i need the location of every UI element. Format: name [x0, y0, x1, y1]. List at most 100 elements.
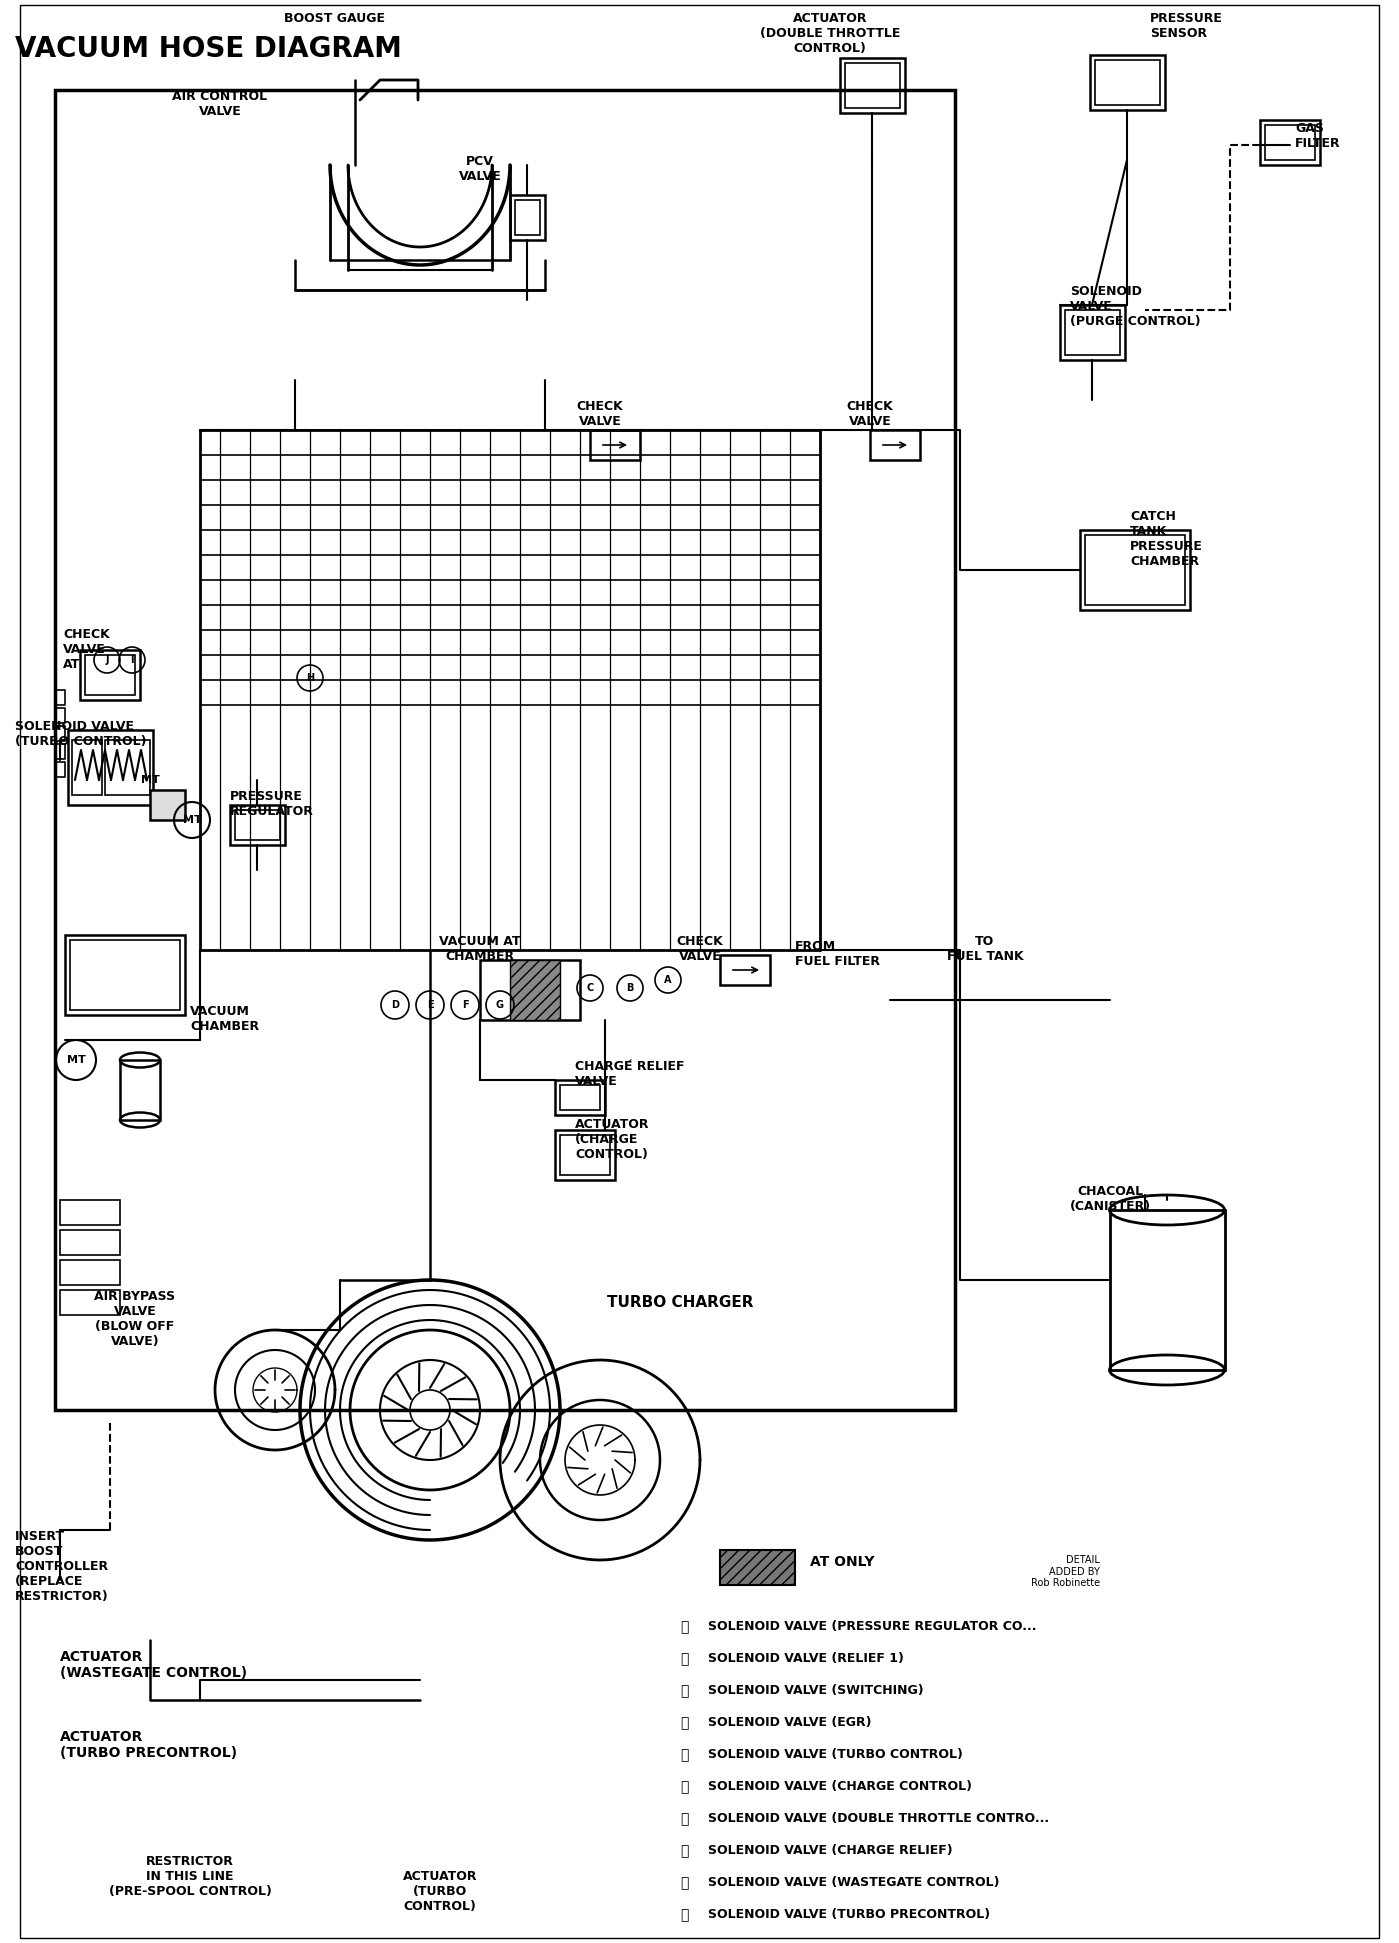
Text: MT: MT — [183, 814, 201, 826]
Bar — [60, 1259, 120, 1284]
Bar — [80, 651, 140, 699]
Text: CHECK
VALVE
AT: CHECK VALVE AT — [63, 628, 109, 670]
Text: CATCH
TANK
PRESSURE
CHAMBER: CATCH TANK PRESSURE CHAMBER — [1130, 509, 1203, 567]
Bar — [69, 731, 152, 804]
Bar — [720, 1551, 795, 1585]
Text: AIR BYPASS
VALVE
(BLOW OFF
VALVE): AIR BYPASS VALVE (BLOW OFF VALVE) — [95, 1290, 175, 1348]
Text: PRESSURE
REGULATOR: PRESSURE REGULATOR — [229, 791, 313, 818]
Text: CHARGÉ RELIEF
VALVE: CHARGÉ RELIEF VALVE — [575, 1061, 684, 1088]
Text: F: F — [462, 1001, 469, 1010]
Bar — [60, 1230, 120, 1255]
Bar — [555, 1131, 616, 1179]
Text: TO
FUEL TANK: TO FUEL TANK — [947, 935, 1023, 964]
Bar — [845, 62, 900, 109]
Text: ACTUATOR
(CHARGE
CONTROL): ACTUATOR (CHARGE CONTROL) — [575, 1117, 649, 1162]
Text: Ⓕ: Ⓕ — [680, 1780, 688, 1793]
Text: SOLENOID VALVE (TURBO CONTROL): SOLENOID VALVE (TURBO CONTROL) — [708, 1749, 963, 1760]
Text: ACTUATOR
(TURBO
CONTROL): ACTUATOR (TURBO CONTROL) — [403, 1869, 477, 1914]
Bar — [1090, 54, 1165, 111]
Text: MT: MT — [67, 1055, 85, 1065]
Text: VACUUM
CHAMBER: VACUUM CHAMBER — [190, 1005, 259, 1034]
Text: D: D — [390, 1001, 399, 1010]
Text: CHECK
VALVE: CHECK VALVE — [677, 935, 723, 964]
Text: Ⓒ: Ⓒ — [680, 1685, 688, 1698]
Bar — [511, 194, 546, 241]
Bar — [105, 740, 150, 795]
Text: SOLENOID VALVE (CHARGE CONTROL): SOLENOID VALVE (CHARGE CONTROL) — [708, 1780, 972, 1793]
Bar — [1265, 124, 1315, 159]
Bar — [515, 200, 540, 235]
Text: SOLENOID VALVE (SWITCHING): SOLENOID VALVE (SWITCHING) — [708, 1685, 923, 1696]
Text: SOLENOID VALVE (DOUBLE THROTTLE CONTRO...: SOLENOID VALVE (DOUBLE THROTTLE CONTRO..… — [708, 1813, 1049, 1824]
Text: H: H — [306, 672, 313, 684]
Text: SOLENOID VALVE (CHARGE RELIEF): SOLENOID VALVE (CHARGE RELIEF) — [708, 1844, 953, 1858]
Text: SOLENOID VALVE
(TURBO CONTROL): SOLENOID VALVE (TURBO CONTROL) — [15, 721, 147, 748]
Text: Ⓙ: Ⓙ — [680, 1908, 688, 1922]
Text: ACTUATOR
(WASTEGATE CONTROL): ACTUATOR (WASTEGATE CONTROL) — [60, 1650, 248, 1681]
Text: Ⓖ: Ⓖ — [680, 1813, 688, 1826]
Text: C: C — [586, 983, 593, 993]
Text: Ⓓ: Ⓓ — [680, 1716, 688, 1729]
Text: PRESSURE
SENSOR: PRESSURE SENSOR — [1150, 12, 1223, 41]
Text: SOLENOID VALVE (WASTEGATE CONTROL): SOLENOID VALVE (WASTEGATE CONTROL) — [708, 1877, 999, 1889]
Text: RESTRICTOR
IN THIS LINE
(PRE-SPOOL CONTROL): RESTRICTOR IN THIS LINE (PRE-SPOOL CONTR… — [109, 1856, 271, 1898]
Bar — [1109, 1210, 1226, 1370]
Text: J: J — [105, 655, 109, 665]
Text: VACUUM AT
CHAMBER: VACUUM AT CHAMBER — [439, 935, 520, 964]
Bar — [1060, 305, 1125, 359]
Text: GAS
FILTER: GAS FILTER — [1295, 122, 1340, 150]
Bar — [511, 960, 560, 1020]
Bar — [71, 740, 102, 795]
Bar — [70, 940, 180, 1010]
Bar — [60, 1290, 120, 1315]
Bar — [590, 429, 639, 460]
Text: DETAIL
ADDED BY
Rob Robinette: DETAIL ADDED BY Rob Robinette — [1031, 1554, 1100, 1587]
Bar — [720, 956, 769, 985]
Text: TURBO CHARGER: TURBO CHARGER — [607, 1294, 753, 1310]
Bar — [85, 655, 134, 696]
Text: I: I — [130, 655, 134, 665]
Text: Ⓔ: Ⓔ — [680, 1749, 688, 1762]
Bar — [555, 1080, 604, 1115]
Text: SOLENOID VALVE (EGR): SOLENOID VALVE (EGR) — [708, 1716, 872, 1729]
Text: MT: MT — [141, 775, 159, 785]
Bar — [560, 1084, 600, 1109]
Text: VACUUM HOSE DIAGRAM: VACUUM HOSE DIAGRAM — [15, 35, 402, 62]
Bar — [1095, 60, 1160, 105]
Text: SOLENOID VALVE (PRESSURE REGULATOR CO...: SOLENOID VALVE (PRESSURE REGULATOR CO... — [708, 1620, 1037, 1632]
Text: INSERT
BOOST
CONTROLLER
(REPLACE
RESTRICTOR): INSERT BOOST CONTROLLER (REPLACE RESTRIC… — [15, 1529, 109, 1603]
Bar — [235, 810, 280, 839]
Bar — [870, 429, 921, 460]
Bar — [560, 1135, 610, 1176]
Bar — [150, 791, 185, 820]
Bar — [64, 935, 185, 1014]
Text: Ⓘ: Ⓘ — [680, 1877, 688, 1891]
Text: Ⓑ: Ⓑ — [680, 1652, 688, 1665]
Text: ACTUATOR
(TURBO PRECONTROL): ACTUATOR (TURBO PRECONTROL) — [60, 1729, 236, 1760]
Text: SOLENOID VALVE (TURBO PRECONTROL): SOLENOID VALVE (TURBO PRECONTROL) — [708, 1908, 990, 1922]
Text: B: B — [627, 983, 634, 993]
Bar — [120, 1061, 159, 1119]
Text: G: G — [497, 1001, 504, 1010]
Bar — [839, 58, 905, 113]
Bar — [1080, 530, 1191, 610]
Bar — [60, 1201, 120, 1224]
Text: CHECK
VALVE: CHECK VALVE — [846, 400, 894, 427]
Text: FROM
FUEL FILTER: FROM FUEL FILTER — [795, 940, 880, 968]
Bar — [1260, 120, 1321, 165]
Text: AT ONLY: AT ONLY — [810, 1554, 874, 1570]
Text: SOLENOID VALVE (RELIEF 1): SOLENOID VALVE (RELIEF 1) — [708, 1652, 904, 1665]
Text: Ⓗ: Ⓗ — [680, 1844, 688, 1858]
Text: CHECK
VALVE: CHECK VALVE — [576, 400, 624, 427]
Bar — [1065, 311, 1121, 356]
Text: PCV
VALVE: PCV VALVE — [459, 155, 501, 183]
Text: E: E — [427, 1001, 434, 1010]
Bar — [229, 804, 285, 845]
Text: BOOST GAUGE: BOOST GAUGE — [284, 12, 386, 25]
Text: SOLENOID
VALVE
(PURGE CONTROL): SOLENOID VALVE (PURGE CONTROL) — [1070, 286, 1200, 328]
Text: ACTUATOR
(DOUBLE THROTTLE
CONTROL): ACTUATOR (DOUBLE THROTTLE CONTROL) — [760, 12, 900, 54]
Bar — [1086, 534, 1185, 604]
Text: Ⓐ: Ⓐ — [680, 1620, 688, 1634]
Bar — [480, 960, 581, 1020]
Text: A: A — [665, 975, 672, 985]
